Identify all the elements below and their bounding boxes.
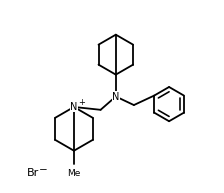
Text: Me: Me [67, 169, 81, 178]
Text: −: − [39, 165, 48, 175]
Text: +: + [78, 98, 85, 107]
Text: Br: Br [26, 168, 39, 178]
Text: N: N [70, 102, 78, 112]
Text: N: N [112, 91, 119, 102]
